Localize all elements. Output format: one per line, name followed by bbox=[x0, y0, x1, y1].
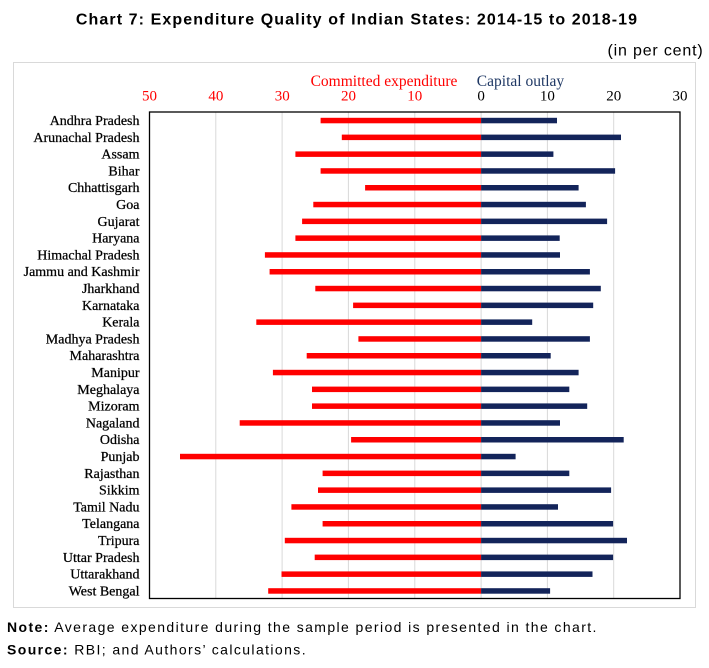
svg-text:Punjab: Punjab bbox=[101, 450, 140, 465]
svg-text:Committed expenditure: Committed expenditure bbox=[311, 73, 458, 90]
svg-text:Chart 7: Expenditure Quality o: Chart 7: Expenditure Quality of Indian S… bbox=[76, 12, 638, 29]
svg-text:10: 10 bbox=[540, 89, 555, 105]
svg-text:Assam: Assam bbox=[101, 148, 139, 163]
svg-text:Sikkim: Sikkim bbox=[99, 484, 140, 499]
svg-text:Bihar: Bihar bbox=[108, 164, 139, 179]
svg-text:Odisha: Odisha bbox=[100, 433, 140, 448]
svg-text:Tripura: Tripura bbox=[98, 534, 140, 549]
svg-text:Source: RBI; and Authors’ calc: Source: RBI; and Authors’ calculations. bbox=[7, 642, 307, 658]
svg-text:Uttarakhand: Uttarakhand bbox=[70, 568, 139, 583]
svg-text:Manipur: Manipur bbox=[91, 366, 140, 381]
svg-text:Meghalaya: Meghalaya bbox=[77, 383, 140, 398]
svg-text:Haryana: Haryana bbox=[92, 232, 140, 247]
svg-text:Goa: Goa bbox=[116, 198, 140, 213]
svg-text:(in per cent): (in per cent) bbox=[607, 43, 703, 60]
svg-text:Karnataka: Karnataka bbox=[82, 299, 140, 314]
svg-text:Himachal Pradesh: Himachal Pradesh bbox=[37, 248, 139, 263]
svg-text:10: 10 bbox=[407, 89, 422, 105]
svg-text:20: 20 bbox=[606, 89, 621, 105]
svg-text:Telangana: Telangana bbox=[82, 517, 140, 532]
svg-text:Uttar Pradesh: Uttar Pradesh bbox=[63, 551, 140, 566]
svg-text:20: 20 bbox=[341, 89, 356, 105]
svg-text:40: 40 bbox=[208, 89, 223, 105]
svg-text:Rajasthan: Rajasthan bbox=[84, 467, 139, 482]
svg-text:30: 30 bbox=[673, 89, 688, 105]
svg-text:Mizoram: Mizoram bbox=[88, 400, 139, 415]
svg-text:Jammu and Kashmir: Jammu and Kashmir bbox=[24, 265, 140, 280]
svg-text:Tamil Nadu: Tamil Nadu bbox=[73, 501, 139, 516]
svg-text:50: 50 bbox=[142, 89, 157, 105]
svg-text:Andhra Pradesh: Andhra Pradesh bbox=[50, 114, 140, 129]
svg-text:30: 30 bbox=[275, 89, 290, 105]
svg-text:Kerala: Kerala bbox=[102, 316, 140, 331]
svg-text:Nagaland: Nagaland bbox=[86, 417, 140, 432]
svg-text:Capital outlay: Capital outlay bbox=[477, 73, 565, 90]
svg-text:Note: Average expenditure duri: Note: Average expenditure during the sam… bbox=[7, 619, 598, 635]
svg-text:Jharkhand: Jharkhand bbox=[82, 282, 140, 297]
svg-text:Maharashtra: Maharashtra bbox=[70, 349, 141, 364]
svg-text:Gujarat: Gujarat bbox=[98, 215, 140, 230]
svg-text:Madhya Pradesh: Madhya Pradesh bbox=[46, 332, 140, 347]
svg-text:Arunachal Pradesh: Arunachal Pradesh bbox=[33, 131, 139, 146]
svg-text:0: 0 bbox=[477, 89, 485, 105]
svg-text:Chhattisgarh: Chhattisgarh bbox=[68, 181, 140, 196]
svg-text:West Bengal: West Bengal bbox=[69, 585, 140, 600]
